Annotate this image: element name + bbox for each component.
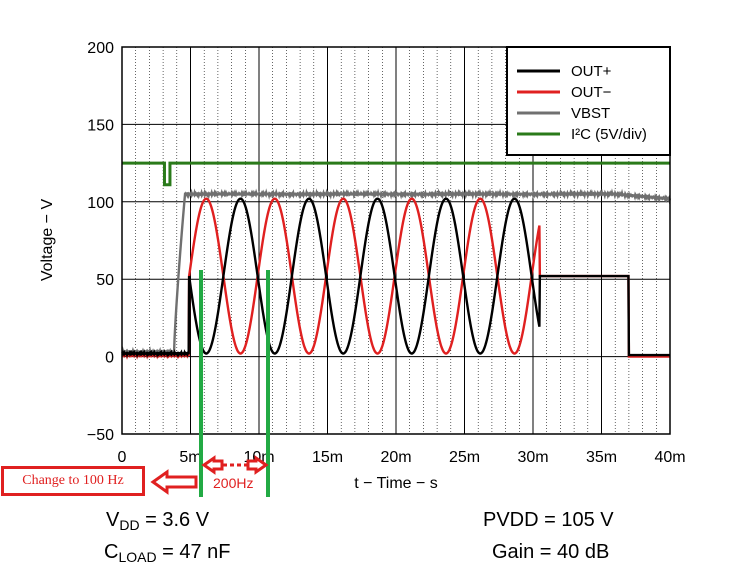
x-tick-label: 20m — [380, 449, 411, 466]
series-2 — [121, 188, 672, 359]
x-tick-label: 5m — [179, 449, 201, 466]
y-tick-label: 0 — [105, 350, 114, 367]
vdd-condition: VDD = 3.6 V — [106, 509, 210, 533]
x-tick-label: 30m — [517, 449, 548, 466]
legend-box — [506, 46, 671, 156]
legend-label: OUT+ — [571, 63, 612, 80]
change-annotation-box: Change to 100 Hz — [1, 466, 145, 496]
annotations: 200Hz — [150, 270, 270, 497]
period-arrow — [201, 455, 269, 475]
y-tick-label: 150 — [87, 117, 114, 134]
period-label: 200Hz — [213, 475, 253, 491]
cload-condition: CLOAD = 47 nF — [104, 541, 231, 565]
x-tick-label: 40m — [654, 449, 685, 466]
series-0 — [121, 197, 670, 359]
traces — [121, 161, 672, 360]
x-tick-label: 0 — [118, 449, 127, 466]
legend-label: VBST — [571, 105, 610, 122]
x-axis-label: t − Time − s — [354, 475, 438, 492]
plot-frame — [121, 46, 671, 435]
y-tick-label: −50 — [87, 427, 114, 444]
gain-condition: Gain = 40 dB — [492, 541, 610, 563]
change-annotation-label: Change to 100 Hz — [22, 473, 124, 488]
x-tick-label: 15m — [312, 449, 343, 466]
legend-label: OUT− — [571, 84, 612, 101]
series-i2c — [122, 161, 670, 187]
y-tick-labels: −50 0 50 100 150 200 — [87, 40, 114, 444]
legend-label: I²C (5V/div) — [571, 126, 647, 143]
y-tick-label: 50 — [96, 272, 114, 289]
y-tick-label: 100 — [87, 195, 114, 212]
pvdd-condition: PVDD = 105 V — [483, 509, 614, 531]
x-tick-label: 35m — [586, 449, 617, 466]
x-tick-label: 25m — [449, 449, 480, 466]
y-tick-label: 200 — [87, 40, 114, 57]
y-axis-label: Voltage − V — [39, 199, 56, 282]
change-arrow — [150, 469, 198, 495]
legend: OUT+ OUT− VBST I²C (5V/div) — [506, 46, 671, 156]
